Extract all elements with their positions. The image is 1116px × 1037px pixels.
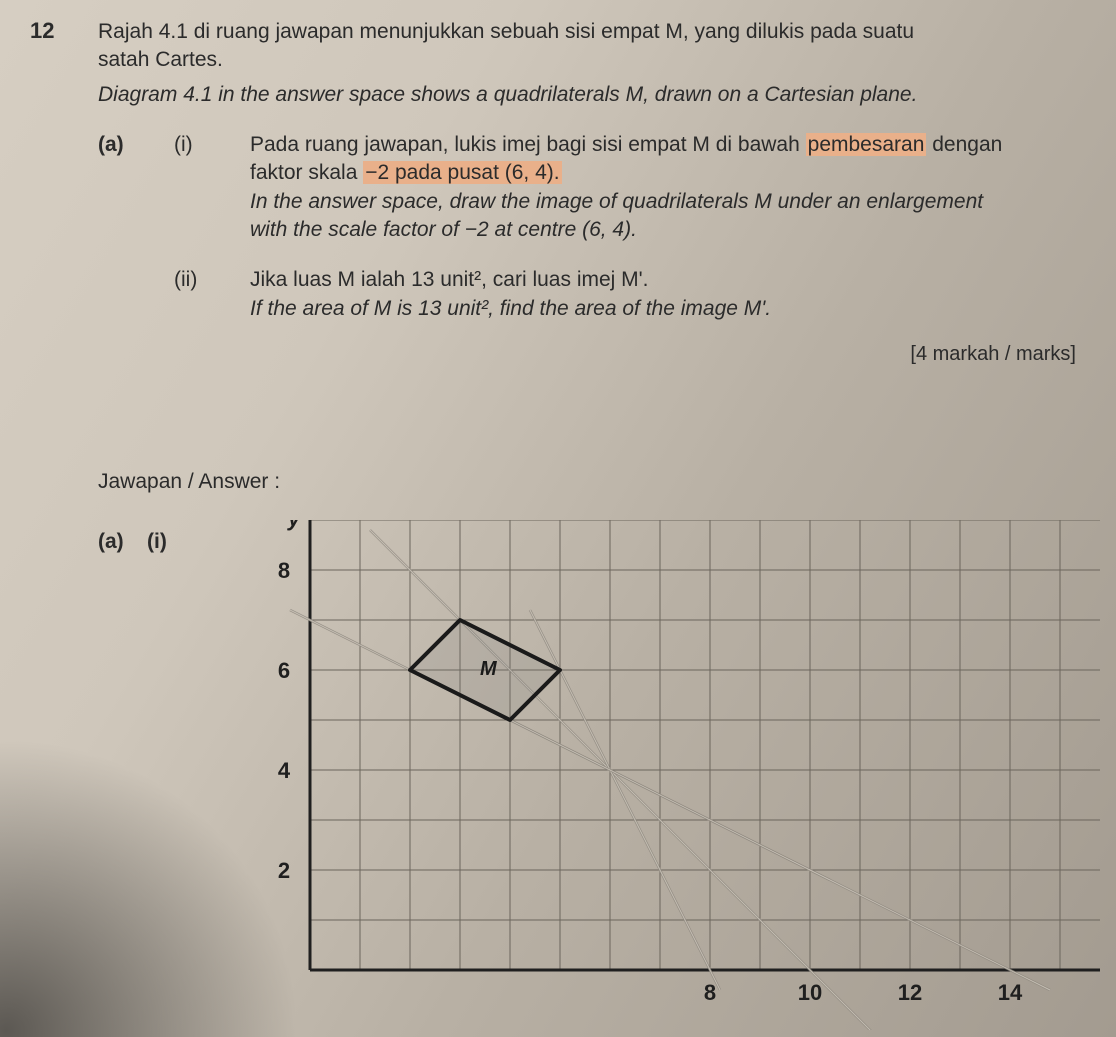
a-i-en-line1: In the answer space, draw the image of q… (250, 188, 1076, 216)
stem-ms-line2: satah Cartes. (98, 46, 1076, 74)
svg-text:12: 12 (898, 980, 922, 1005)
a-ii-en: If the area of M is 13 unit², find the a… (250, 295, 1076, 323)
svg-text:14: 14 (998, 980, 1023, 1005)
answer-label: Jawapan / Answer : (98, 470, 280, 494)
grid-svg: yx24688101214M (260, 520, 1100, 1030)
a-i-ms-line1: Pada ruang jawapan, lukis imej bagi sisi… (250, 131, 1076, 159)
svg-text:M: M (480, 658, 498, 680)
svg-text:6: 6 (278, 658, 290, 683)
subpart-ii-label: (ii) (174, 266, 222, 323)
answer-part-label: (a) (i) (98, 530, 167, 554)
highlight-scale-centre: −2 pada pusat (6, 4). (363, 161, 561, 184)
photo-vignette (0, 737, 300, 1037)
stem-en: Diagram 4.1 in the answer space shows a … (98, 81, 1076, 109)
svg-text:2: 2 (278, 858, 290, 883)
a-i-ms-line2: faktor skala −2 pada pusat (6, 4). (250, 159, 1076, 187)
subpart-ii: (ii) Jika luas M ialah 13 unit², cari lu… (98, 266, 1076, 323)
page: 12 Rajah 4.1 di ruang jawapan menunjukka… (0, 0, 1116, 1037)
spacer (98, 266, 146, 323)
svg-text:8: 8 (704, 980, 716, 1005)
svg-text:8: 8 (278, 558, 290, 583)
subpart-i-label: (i) (174, 131, 222, 244)
svg-text:4: 4 (278, 758, 291, 783)
a-i-en-line2: with the scale factor of −2 at centre (6… (250, 216, 1076, 244)
part-a-label: (a) (98, 131, 146, 244)
svg-text:10: 10 (798, 980, 822, 1005)
svg-text:y: y (287, 520, 302, 531)
subpart-ii-body: Jika luas M ialah 13 unit², cari luas im… (250, 266, 1076, 323)
question-stem: Rajah 4.1 di ruang jawapan menunjukkan s… (98, 18, 1076, 368)
part-a: (a) (i) Pada ruang jawapan, lukis imej b… (98, 131, 1076, 244)
marks: [4 markah / marks] (98, 341, 1076, 368)
question-number: 12 (30, 18, 54, 44)
a-ii-ms: Jika luas M ialah 13 unit², cari luas im… (250, 266, 1076, 294)
stem-ms-line1: Rajah 4.1 di ruang jawapan menunjukkan s… (98, 18, 1076, 46)
subpart-i-body: Pada ruang jawapan, lukis imej bagi sisi… (250, 131, 1076, 244)
highlight-pembesaran: pembesaran (806, 133, 927, 156)
cartesian-grid: yx24688101214M (260, 520, 1100, 1035)
